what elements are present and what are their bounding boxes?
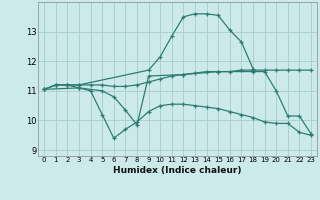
X-axis label: Humidex (Indice chaleur): Humidex (Indice chaleur) — [113, 166, 242, 175]
